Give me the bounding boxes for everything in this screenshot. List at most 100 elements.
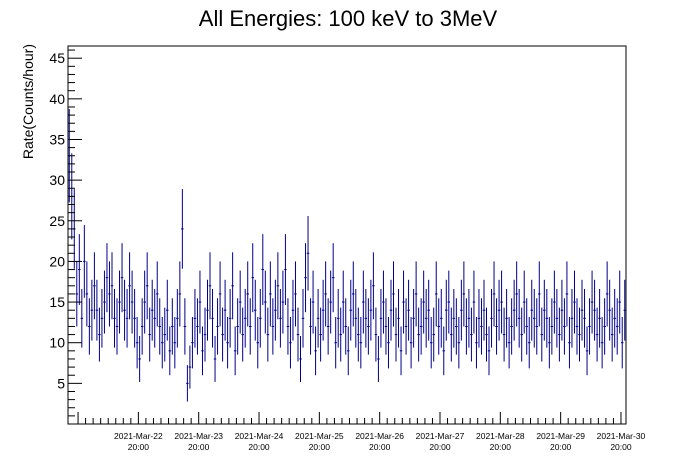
data-point: [123, 279, 126, 341]
data-point: [341, 270, 345, 334]
x-tick-date-label: 2021-Mar-24: [235, 431, 284, 441]
data-point: [223, 279, 227, 341]
data-point: [588, 298, 591, 355]
data-point: [379, 289, 383, 348]
data-point: [583, 289, 586, 348]
data-point: [555, 289, 559, 348]
x-tick-time-label: 20:00: [429, 442, 451, 452]
data-point: [110, 252, 114, 320]
data-point: [364, 289, 368, 348]
data-point: [228, 289, 232, 348]
data-point: [296, 307, 300, 362]
y-tick-label: 35: [49, 131, 65, 147]
data-point: [545, 289, 549, 348]
y-tick-label: 5: [57, 375, 65, 391]
data-point: [90, 279, 94, 341]
data-point: [289, 317, 292, 369]
data-point: [211, 289, 214, 348]
x-tick-date-label: 2021-Mar-25: [295, 431, 344, 441]
data-point: [573, 270, 576, 334]
data-point: [525, 298, 528, 355]
data-point: [299, 335, 302, 382]
data-point: [256, 317, 260, 369]
data-point: [118, 270, 121, 334]
data-point: [372, 252, 375, 320]
data-point: [502, 307, 506, 362]
data-point: [553, 270, 556, 334]
data-point: [178, 261, 182, 327]
x-tick-time-label: 20:00: [248, 442, 270, 452]
data-point: [259, 289, 262, 348]
data-point: [166, 279, 169, 341]
data-point: [392, 261, 395, 327]
data-point: [560, 279, 564, 341]
x-tick-date-label: 2021-Mar-26: [355, 431, 404, 441]
data-point: [138, 335, 141, 382]
data-point: [95, 279, 99, 341]
data-point: [419, 298, 423, 355]
x-tick-time-label: 20:00: [610, 442, 632, 452]
data-point: [603, 298, 606, 355]
data-point: [407, 279, 410, 341]
data-point: [311, 270, 315, 334]
data-point: [221, 307, 224, 362]
data-point: [319, 307, 322, 362]
x-tick-time-label: 20:00: [128, 442, 150, 452]
data-point: [465, 298, 468, 355]
data-point: [241, 307, 244, 362]
data-point: [218, 261, 222, 327]
data-point: [281, 270, 285, 334]
data-point: [512, 279, 516, 341]
data-point: [590, 270, 594, 334]
data-point: [440, 289, 443, 348]
data-point: [269, 261, 272, 327]
data-point: [88, 298, 91, 355]
y-axis: 5 10 15 20 25 30 35 40 45: [49, 49, 82, 425]
data-point: [176, 289, 179, 348]
data-point: [75, 261, 79, 327]
plot-area: [68, 109, 626, 402]
data-point: [598, 289, 601, 348]
data-point: [336, 289, 340, 348]
data-point: [480, 298, 483, 355]
data-point: [429, 317, 433, 369]
data-point: [155, 261, 159, 327]
data-point: [120, 243, 124, 313]
data-point: [274, 279, 277, 341]
data-point: [331, 243, 335, 313]
data-point: [442, 326, 446, 376]
data-point: [171, 298, 174, 355]
data-point: [326, 298, 330, 355]
data-point: [563, 298, 566, 355]
data-point: [533, 289, 536, 348]
data-point: [196, 298, 199, 355]
data-point: [432, 307, 435, 362]
data-point: [208, 252, 212, 320]
data-point: [183, 298, 187, 355]
data-point: [447, 270, 451, 334]
data-point: [585, 326, 589, 376]
x-tick-date-label: 2021-Mar-28: [476, 431, 525, 441]
data-point: [216, 298, 219, 355]
data-point: [424, 289, 428, 348]
data-point: [93, 252, 96, 320]
data-point: [527, 317, 531, 369]
data-point: [399, 326, 403, 376]
data-point: [173, 317, 177, 369]
data-point: [306, 216, 310, 291]
data-point: [580, 279, 584, 341]
data-point: [284, 234, 287, 305]
data-point: [455, 298, 458, 355]
data-point: [600, 317, 604, 369]
data-point: [387, 317, 390, 369]
data-point: [238, 270, 242, 334]
data-point: [150, 279, 154, 341]
data-point: [520, 307, 523, 362]
data-point: [201, 326, 204, 376]
y-tick-label: 20: [49, 253, 65, 269]
data-point: [243, 289, 247, 348]
data-point: [369, 279, 373, 341]
data-point: [347, 326, 350, 376]
data-point: [470, 307, 473, 362]
data-point: [133, 289, 136, 348]
